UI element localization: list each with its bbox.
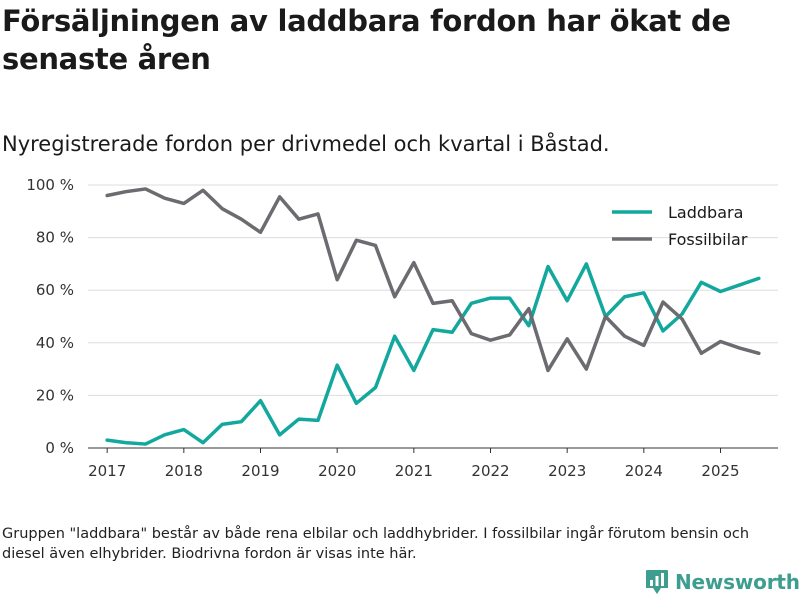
x-tick-label: 2018 <box>165 462 203 480</box>
y-tick-label: 0 % <box>45 439 74 457</box>
grid-lines <box>88 184 778 396</box>
line-chart: 0 % 20 % 40 % 60 % 80 % 100 % 2017 2018 2019 2020… <box>26 176 778 480</box>
x-tick-label: 2021 <box>395 462 433 480</box>
x-tick-label: 2020 <box>318 462 356 480</box>
series-line-laddbara <box>105 262 761 446</box>
y-tick-label: 60 % <box>36 281 74 299</box>
x-tick-label: 2019 <box>241 462 279 480</box>
y-tick-label: 20 % <box>36 386 74 404</box>
series-lines <box>105 187 761 446</box>
x-tick-label: 2024 <box>625 462 663 480</box>
footnote: Gruppen "laddbara" består av både rena e… <box>2 526 750 562</box>
x-tick-label: 2023 <box>548 462 586 480</box>
x-tick-label: 2017 <box>88 462 126 480</box>
legend-label-fossilbilar: Fossilbilar <box>668 230 748 249</box>
brand-name: Newsworthy <box>675 570 800 594</box>
legend: Laddbara Fossilbilar <box>612 203 748 249</box>
axes: 0 % 20 % 40 % 60 % 80 % 100 % 2017 2018 2019 2020… <box>26 176 778 480</box>
y-tick-label: 100 % <box>26 176 74 194</box>
x-tick-label: 2022 <box>471 462 509 480</box>
legend-label-laddbara: Laddbara <box>668 203 743 222</box>
brand-logo[interactable]: Newsworthy <box>645 569 800 595</box>
y-tick-label: 80 % <box>36 229 74 247</box>
series-line-fossilbilar <box>105 187 761 373</box>
x-tick-label: 2025 <box>701 462 739 480</box>
bar-chart-logo-icon <box>646 570 668 594</box>
chart-title: Försäljningen av laddbara fordon har öka… <box>2 4 731 76</box>
chart-subtitle: Nyregistrerade fordon per drivmedel och … <box>2 132 610 156</box>
y-tick-label: 40 % <box>36 334 74 352</box>
